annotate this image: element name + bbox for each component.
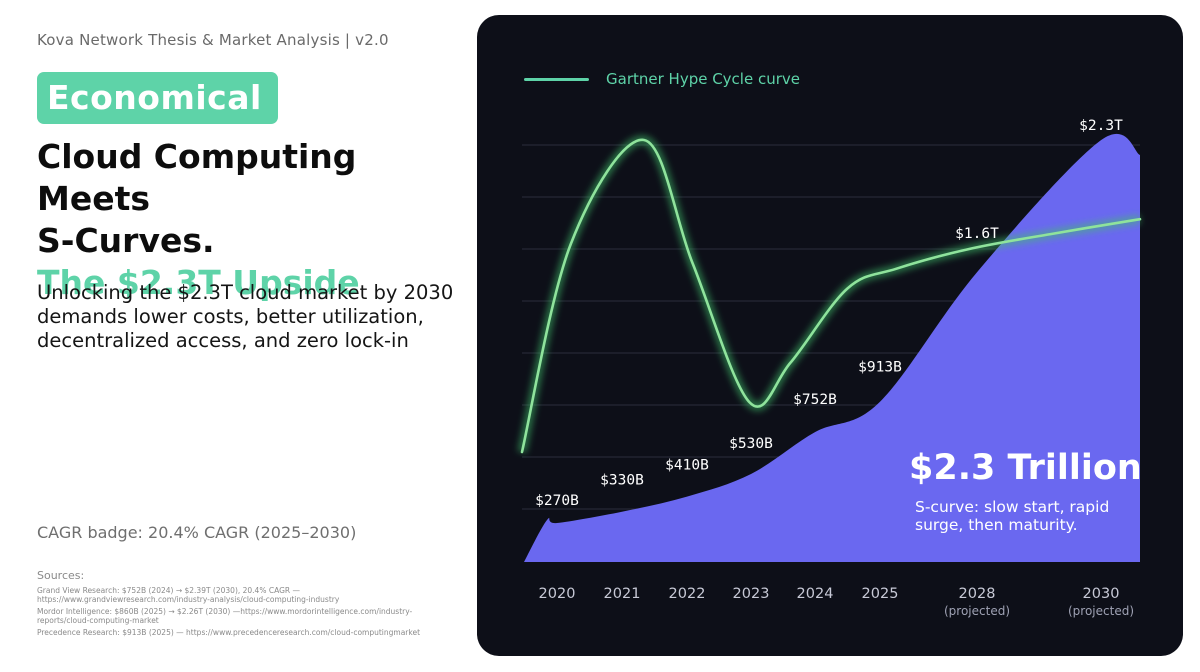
chart-panel: $270B $330B $410B $530B $752B $913B $1.6T $2.3T… [477,15,1183,656]
value-label: $410B [665,458,709,474]
x-tick-label: 2024 [797,586,834,602]
value-label: $913B [858,360,902,376]
value-label: $270B [535,493,579,509]
market-area [524,133,1140,562]
x-tick-label: 2030 [1083,586,1120,602]
x-tick-label: 2022 [669,586,706,602]
value-label: $1.6T [955,226,999,242]
left-column: Kova Network Thesis & Market Analysis | … [0,0,470,672]
sources-block: Sources: Grand View Research: $752B (202… [37,569,437,640]
headline-line-1: Cloud Computing Meets [37,137,357,218]
category-badge: Economical [37,72,278,124]
sources-heading: Sources: [37,569,85,582]
x-tick-label: 2028 [959,586,996,602]
x-tick-note: (projected) [944,604,1010,618]
cagr-note: CAGR badge: 20.4% CAGR (2025–2030) [37,523,357,542]
value-label: $752B [793,392,837,408]
lede-paragraph: Unlocking the $2.3T cloud market by 2030… [37,281,454,352]
highlight-caption: S-curve: slow start, rapid surge, then m… [915,498,1110,534]
legend-label: Gartner Hype Cycle curve [606,70,800,88]
x-tick-note: (projected) [1068,604,1134,618]
headline-line-2: S-Curves. [37,221,215,260]
x-tick-label: 2020 [539,586,576,602]
chart-legend: Gartner Hype Cycle curve [524,70,800,88]
x-tick-label: 2023 [733,586,770,602]
headline-accent: The $2.3T Upside [37,263,360,302]
document-title: Kova Network Thesis & Market Analysis | … [37,31,389,49]
value-label: $530B [729,436,773,452]
x-tick-label: 2021 [604,586,641,602]
highlight-value: $2.3 Trillion [909,448,1142,488]
x-tick-label: 2025 [862,586,899,602]
legend-swatch [524,77,589,81]
value-label: $330B [600,473,644,489]
x-axis: 2020 2021 2022 2023 2024 2025 2028 (projected) 2… [539,586,1134,618]
chart-svg: $270B $330B $410B $530B $752B $913B $1.6T $2.3T… [517,118,1142,618]
source-item: Precedence Research: $913B (2025) — http… [37,628,421,637]
value-labels: $270B $330B $410B $530B $752B $913B $1.6T $2.3T [535,118,1123,509]
value-label: $2.3T [1079,118,1123,134]
headline: Cloud Computing Meets S-Curves. The $2.3… [37,136,467,304]
source-item: Mordor Intelligence: $860B (2025) → $2.2… [37,607,413,625]
hype-curve-line [520,138,1142,454]
source-item: Grand View Research: $752B (2024) → $2.3… [37,586,340,604]
